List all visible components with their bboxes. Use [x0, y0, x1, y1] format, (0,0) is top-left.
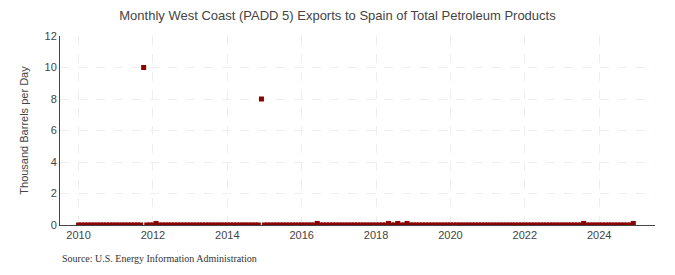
svg-text:10: 10 — [45, 61, 57, 73]
svg-text:Source: U.S. Energy Informatio: Source: U.S. Energy Information Administ… — [62, 253, 257, 264]
svg-text:Monthly West Coast (PADD 5) Ex: Monthly West Coast (PADD 5) Exports to S… — [119, 8, 556, 23]
svg-text:2020: 2020 — [438, 229, 462, 241]
svg-text:2018: 2018 — [364, 229, 388, 241]
svg-text:2022: 2022 — [513, 229, 537, 241]
svg-text:2012: 2012 — [141, 229, 165, 241]
svg-text:8: 8 — [51, 93, 57, 105]
svg-text:2: 2 — [51, 187, 57, 199]
svg-text:2010: 2010 — [66, 229, 90, 241]
svg-text:Thousand Barrels per Day: Thousand Barrels per Day — [18, 66, 30, 195]
svg-text:6: 6 — [51, 124, 57, 136]
svg-text:0: 0 — [51, 219, 57, 231]
svg-text:2014: 2014 — [215, 229, 239, 241]
svg-text:2016: 2016 — [289, 229, 313, 241]
svg-text:4: 4 — [51, 156, 57, 168]
svg-text:2024: 2024 — [587, 229, 611, 241]
svg-text:12: 12 — [45, 30, 57, 42]
